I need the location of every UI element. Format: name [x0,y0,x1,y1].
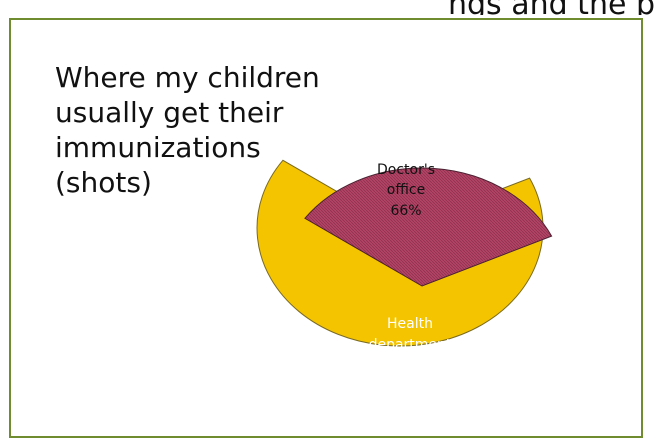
slice-label-line: department [369,337,452,353]
slice-label-line: office [387,182,425,198]
title-line: usually get their [55,96,284,129]
slice-label-health-department: Health department 33 % [369,316,452,374]
slice-label-value: 33 % [392,358,428,374]
title-line: (shots) [55,166,152,199]
title-line: Where my children [55,61,320,94]
title-line: immunizations [55,131,261,164]
cut-off-top-text: ngs and the p [235,0,655,15]
chart-title: Where my children usually get their immu… [55,60,385,200]
slice-label-value: 66% [390,203,421,219]
pie-slice-health-department [304,167,553,287]
slice-label-line: Doctor's [377,162,435,178]
slice-label-doctors-office: Doctor's office 66% [377,162,435,219]
slice-label-line: Health [387,316,433,332]
